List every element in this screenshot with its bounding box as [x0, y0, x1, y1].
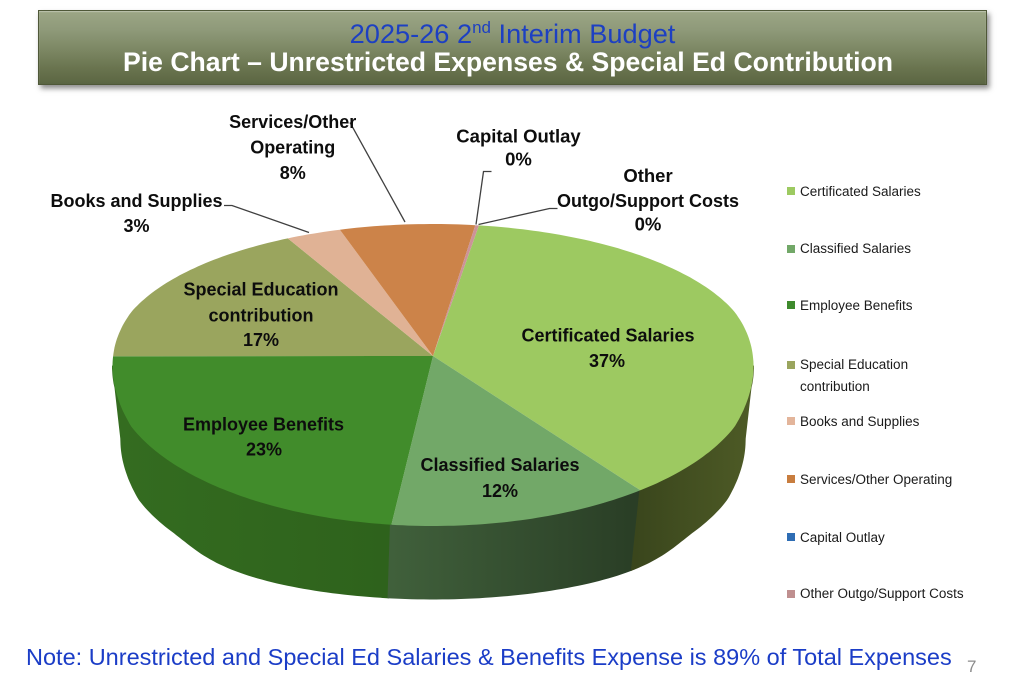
svg-text:0%: 0% — [505, 149, 532, 170]
svg-text:3%: 3% — [123, 216, 149, 236]
svg-text:17%: 17% — [243, 330, 279, 350]
svg-text:0%: 0% — [635, 214, 662, 235]
svg-text:Special Education: Special Education — [183, 280, 338, 300]
svg-text:Employee Benefits: Employee Benefits — [183, 415, 344, 435]
svg-text:Classified Salaries: Classified Salaries — [420, 455, 579, 475]
svg-text:8%: 8% — [280, 163, 306, 183]
svg-text:12%: 12% — [482, 481, 518, 501]
svg-text:Other: Other — [623, 165, 672, 186]
svg-text:37%: 37% — [589, 351, 625, 371]
svg-text:contribution: contribution — [209, 306, 314, 326]
svg-text:Capital Outlay: Capital Outlay — [456, 126, 581, 147]
svg-text:Operating: Operating — [250, 138, 335, 158]
svg-text:Books and Supplies: Books and Supplies — [50, 191, 222, 211]
svg-text:Services/Other: Services/Other — [229, 112, 356, 132]
svg-text:23%: 23% — [246, 440, 282, 460]
svg-text:Outgo/Support Costs: Outgo/Support Costs — [557, 191, 739, 211]
svg-text:Certificated Salaries: Certificated Salaries — [521, 326, 694, 346]
